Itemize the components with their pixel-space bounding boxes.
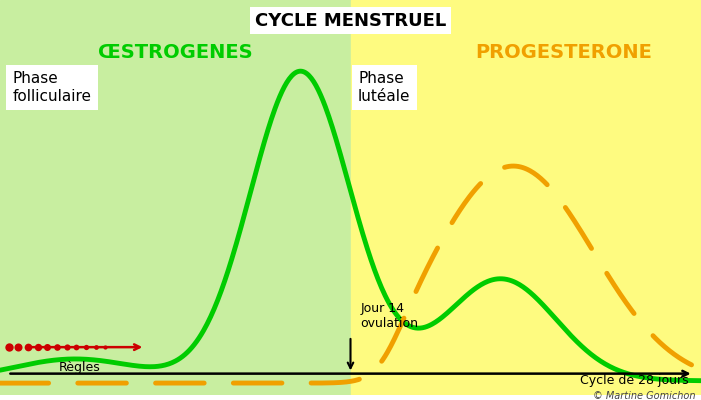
Bar: [350, 0, 701, 395]
Text: Cycle de 28 jours: Cycle de 28 jours: [580, 374, 688, 388]
Text: © Martine Gomichon: © Martine Gomichon: [594, 391, 696, 400]
Text: Jour 14
ovulation: Jour 14 ovulation: [360, 302, 418, 330]
Text: Règles: Règles: [60, 360, 101, 374]
Text: Phase
lutéale: Phase lutéale: [358, 71, 411, 104]
Text: Phase
folliculaire: Phase folliculaire: [13, 71, 92, 104]
Text: CYCLE MENSTRUEL: CYCLE MENSTRUEL: [255, 12, 446, 30]
Text: ŒSTROGENES: ŒSTROGENES: [98, 44, 252, 62]
Bar: [0, 0, 350, 395]
Text: PROGESTERONE: PROGESTERONE: [475, 44, 652, 62]
